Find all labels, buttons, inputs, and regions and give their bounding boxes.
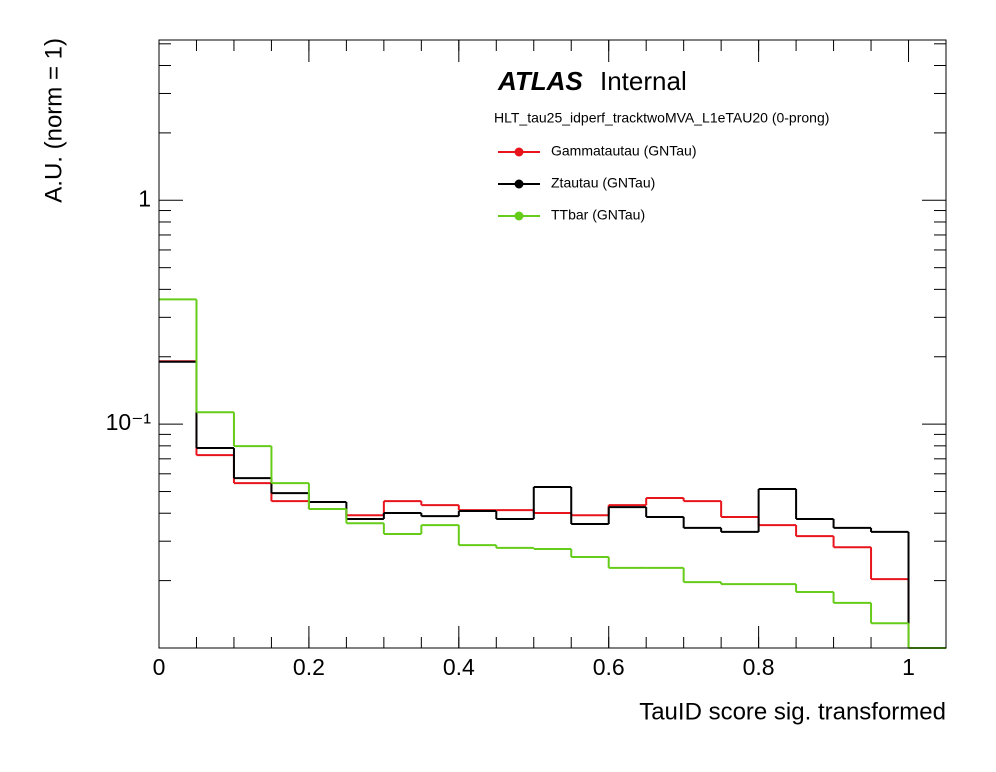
legend-label: Ztautau (GNTau) — [551, 175, 655, 191]
x-tick-label: 0.2 — [293, 654, 325, 680]
y-tick-label: 10⁻¹ — [106, 409, 152, 435]
x-tick-label: 0.6 — [593, 654, 625, 680]
annotation: HLT_tau25_idperf_tracktwoMVA_L1eTAU20 (0… — [494, 110, 829, 126]
x-tick-label: 0 — [153, 654, 166, 680]
x-axis-label: TauID score sig. transformed — [639, 698, 946, 725]
x-tick-label: 0.8 — [743, 654, 775, 680]
chart-subtitle: Internal — [600, 66, 687, 96]
y-tick-label: 1 — [138, 185, 151, 211]
legend-label: TTbar (GNTau) — [551, 207, 645, 223]
x-tick-label: 1 — [902, 654, 915, 680]
chart-title: ATLAS — [497, 66, 583, 96]
legend-label: Gammatautau (GNTau) — [551, 143, 697, 159]
plot-frame — [158, 39, 947, 649]
y-axis-label: A.U. (norm = 1) — [40, 38, 67, 203]
legend-marker — [514, 179, 524, 189]
legend-marker — [514, 211, 524, 221]
x-tick-label: 0.4 — [443, 654, 475, 680]
legend-marker — [514, 147, 524, 157]
